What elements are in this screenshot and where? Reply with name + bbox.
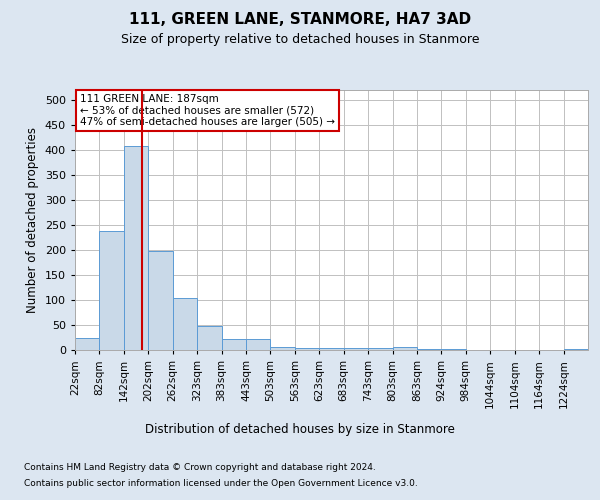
Text: Distribution of detached houses by size in Stanmore: Distribution of detached houses by size …: [145, 422, 455, 436]
Bar: [246, 338, 271, 350]
Text: Contains HM Land Registry data © Crown copyright and database right 2024.: Contains HM Land Registry data © Crown c…: [24, 462, 376, 471]
Bar: [75, 338, 100, 350]
Bar: [319, 348, 344, 350]
Bar: [173, 298, 197, 350]
Bar: [148, 251, 173, 350]
Y-axis label: Number of detached properties: Number of detached properties: [26, 127, 39, 313]
Text: Size of property relative to detached houses in Stanmore: Size of property relative to detached ho…: [121, 32, 479, 46]
Bar: [295, 348, 319, 350]
Text: Contains public sector information licensed under the Open Government Licence v3: Contains public sector information licen…: [24, 479, 418, 488]
Text: 111 GREEN LANE: 187sqm
← 53% of detached houses are smaller (572)
47% of semi-de: 111 GREEN LANE: 187sqm ← 53% of detached…: [80, 94, 335, 127]
Bar: [563, 348, 588, 350]
Bar: [124, 146, 148, 350]
Bar: [344, 348, 368, 350]
Bar: [221, 338, 246, 350]
Bar: [197, 326, 221, 350]
Bar: [271, 346, 295, 350]
Bar: [392, 347, 417, 350]
Text: 111, GREEN LANE, STANMORE, HA7 3AD: 111, GREEN LANE, STANMORE, HA7 3AD: [129, 12, 471, 28]
Bar: [100, 232, 124, 350]
Bar: [368, 348, 392, 350]
Bar: [417, 348, 442, 350]
Bar: [442, 349, 466, 350]
